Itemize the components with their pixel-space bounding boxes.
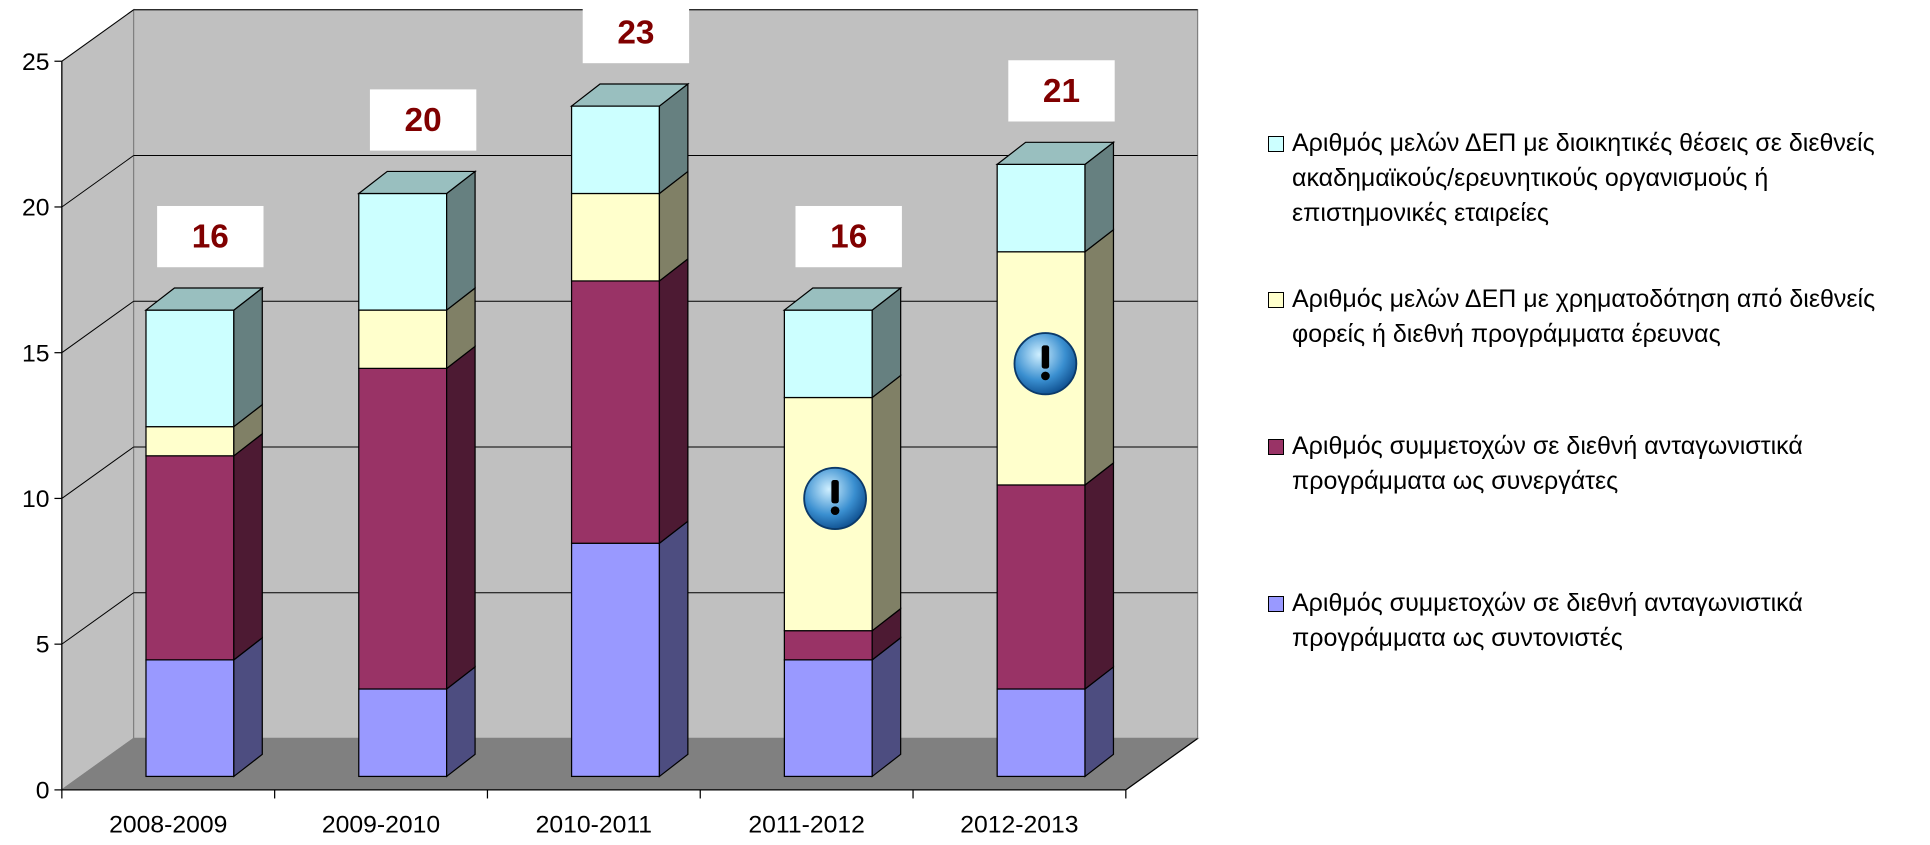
y-tick-label: 20 <box>22 195 50 222</box>
total-label-box <box>582 1 690 64</box>
legend-swatch <box>1268 292 1284 308</box>
grid-line <box>61 155 134 208</box>
x-tick-label: 2009-2010 <box>322 812 440 839</box>
legend-item: Αριθμός μελών ΔΕΠ με χρηματοδότηση από δ… <box>1268 282 1918 352</box>
bar-side <box>233 432 263 662</box>
bar-top <box>782 287 903 311</box>
bar-segment <box>996 163 1086 253</box>
legend-item: Αριθμός συμμετοχών σε διεθνή ανταγωνιστι… <box>1268 586 1918 656</box>
bar-segment <box>996 484 1086 690</box>
grid-line <box>61 446 134 499</box>
alert-icon-bar <box>831 480 839 504</box>
x-tick-label: 2008-2009 <box>109 812 227 839</box>
bar-side <box>658 519 689 778</box>
total-label: 20 <box>405 102 442 139</box>
bar-segment <box>358 367 448 690</box>
y-tick-label: 10 <box>22 486 50 513</box>
x-tick-label: 2012-2013 <box>960 812 1078 839</box>
bar-segment <box>145 426 235 457</box>
total-label: 21 <box>1043 73 1080 110</box>
legend-swatch <box>1268 136 1284 152</box>
bar-side <box>658 257 689 545</box>
total-label-box <box>157 205 264 268</box>
bar-side <box>871 636 902 778</box>
bar-top <box>356 170 477 195</box>
legend-swatch <box>1268 439 1284 455</box>
total-label-box <box>795 205 902 268</box>
bar-side <box>1084 228 1115 487</box>
bar-segment <box>358 688 448 778</box>
total-label: 16 <box>192 219 229 256</box>
alert-icon-bar <box>1041 345 1050 369</box>
bar-side <box>1084 461 1115 691</box>
y-tick-label: 0 <box>36 778 50 805</box>
bar-segment <box>783 659 873 778</box>
total-label-box <box>1008 60 1115 122</box>
bar-segment <box>145 455 235 661</box>
legend-swatch <box>1268 596 1284 612</box>
total-label: 16 <box>830 219 867 256</box>
bar-segment <box>570 280 661 544</box>
x-axis-depth <box>1125 737 1198 791</box>
bar-segment <box>570 192 661 282</box>
legend-label: Αριθμός μελών ΔΕΠ με διοικητικές θέσεις … <box>1292 129 1875 227</box>
legend-item: Αριθμός συμμετοχών σε διεθνή ανταγωνιστι… <box>1268 429 1918 499</box>
bar-side <box>446 345 476 691</box>
y-tick-label: 15 <box>22 340 50 367</box>
bar-top <box>569 83 690 107</box>
bar-top <box>144 287 265 311</box>
legend-item: Αριθμός μελών ΔΕΠ με διοικητικές θέσεις … <box>1268 126 1918 231</box>
x-tick-label: 2011-2012 <box>748 812 864 839</box>
bar-side <box>871 374 902 632</box>
side-wall <box>61 8 135 792</box>
legend-label: Αριθμός συμμετοχών σε διεθνή ανταγωνιστι… <box>1292 432 1803 495</box>
bar-segment <box>996 688 1086 778</box>
bar-segment <box>145 659 235 778</box>
bar-side <box>233 286 263 428</box>
bar-segment <box>358 309 448 369</box>
bar-side <box>446 170 476 312</box>
grid-line <box>61 300 134 354</box>
bar-top <box>995 141 1116 165</box>
bar-side <box>233 636 263 778</box>
bar-segment <box>145 309 235 428</box>
grid-line <box>61 9 134 62</box>
x-tick-label: 2010-2011 <box>536 812 652 839</box>
bar-segment <box>358 192 448 311</box>
alert-icon-dot <box>1041 371 1050 381</box>
bar-segment <box>570 105 661 195</box>
total-label-box <box>369 89 477 151</box>
y-tick-label: 5 <box>36 632 50 659</box>
bar-segment <box>783 309 873 399</box>
legend-label: Αριθμός συμμετοχών σε διεθνή ανταγωνιστι… <box>1292 589 1803 652</box>
grid-line <box>61 592 134 645</box>
legend-label: Αριθμός μελών ΔΕΠ με χρηματοδότηση από δ… <box>1292 285 1876 348</box>
y-tick-label: 25 <box>22 49 50 76</box>
alert-icon-dot <box>830 506 840 515</box>
total-label: 23 <box>617 15 654 52</box>
bar-segment <box>570 542 661 778</box>
bar-segment <box>783 630 873 661</box>
